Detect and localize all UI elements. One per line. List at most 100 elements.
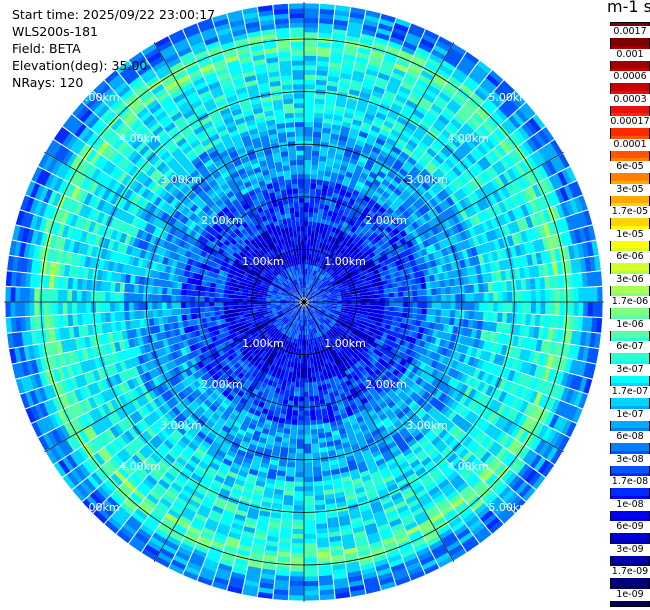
radar-ray [307, 102, 536, 299]
colorbar-tick-label: 3e-05 [610, 183, 650, 196]
colorbar-tick-label: 0.0003 [610, 93, 650, 106]
colorbar-tick-label: 0.001 [610, 48, 650, 61]
range-ring-label: 2.00km [365, 214, 407, 227]
radar-ray [128, 51, 302, 299]
radar-ray [227, 306, 303, 594]
radar-ray [306, 51, 480, 299]
radar-ray [308, 303, 583, 423]
range-ring-label: 4.00km [447, 132, 489, 145]
radar-ray [93, 80, 301, 299]
radar-ray [12, 303, 300, 379]
radar-ray [62, 114, 301, 300]
azimuth-line [303, 151, 564, 303]
colorbar-tick-label: 0.0006 [610, 71, 650, 83]
radar-ray [305, 29, 440, 298]
radar-ray [15, 303, 300, 394]
radar-ray [273, 3, 304, 298]
radar-ray [5, 286, 300, 302]
radar-ray [116, 305, 302, 544]
radar-ray [305, 306, 440, 575]
radar-ray [308, 304, 570, 451]
range-ring-label: 5.00km [488, 501, 530, 514]
range-ring-label: 2.00km [201, 378, 243, 391]
radar-ray [305, 306, 396, 591]
range-ring-label: 2.00km [201, 214, 243, 227]
field-text: Field: BETA [12, 41, 81, 56]
azimuth-line [153, 301, 305, 562]
radar-ray [305, 306, 381, 594]
radar-ray [308, 303, 596, 379]
radar-ray [38, 153, 300, 300]
colorbar-tick-label: 1.7e-09 [610, 566, 650, 578]
radar-ray [308, 195, 588, 301]
radar-ray [273, 306, 304, 601]
radar-ray [306, 305, 492, 544]
radar-ray [72, 305, 301, 502]
radar-ray [307, 114, 546, 300]
colorbar [610, 22, 650, 607]
radar-ray [20, 195, 300, 301]
radar-ray [304, 3, 320, 298]
range-ring-label: 3.00km [406, 419, 448, 432]
radar-ray [141, 43, 302, 298]
radar-ray [212, 13, 303, 298]
radar-ray [304, 3, 335, 298]
radar-ray [308, 304, 563, 465]
colorbar-tick-label: 6e-09 [610, 521, 650, 533]
colorbar-tick-label: 6e-05 [610, 161, 650, 173]
range-ring-label: 2.00km [365, 378, 407, 391]
radar-ray [305, 10, 381, 298]
radar-ray [5, 302, 300, 333]
radar-ray [308, 302, 603, 333]
radar-ray [308, 302, 601, 349]
radar-ray [307, 126, 555, 300]
radar-ray [308, 303, 577, 438]
colorbar-tick-label: 1.7e-08 [610, 476, 650, 488]
colorbar-tick-label: 6e-08 [610, 431, 650, 443]
instrument-name-text: WLS200s-181 [12, 24, 98, 39]
azimuth-line [44, 301, 305, 453]
colorbar-tick-label: 1.7e-07 [610, 386, 650, 398]
azimuth-line [303, 301, 564, 453]
range-ring-label: 5.00km [78, 501, 120, 514]
radar-ray [5, 271, 300, 302]
radar-ray [305, 306, 411, 586]
radar-ray [9, 240, 300, 302]
range-ring-label: 3.00km [160, 419, 202, 432]
colorbar-tick-label: 1e-06 [610, 318, 650, 331]
nrays-text: NRays: 120 [12, 75, 84, 90]
radar-ray [257, 5, 304, 298]
radar-ray [305, 13, 396, 298]
range-ring-label: 3.00km [160, 173, 202, 186]
radar-ray [304, 306, 351, 599]
elevation-text: Elevation(deg): 35.00 [12, 58, 148, 73]
radar-ray [308, 240, 599, 302]
radar-ray [306, 60, 492, 299]
colorbar-tick-label: 3e-07 [610, 363, 650, 376]
radar-ray [308, 286, 603, 302]
radar-ray [155, 306, 302, 568]
colorbar-tick-label: 3e-09 [610, 543, 650, 556]
radar-ray [307, 304, 555, 478]
colorbar-tick-label: 3e-06 [610, 273, 650, 286]
range-ring-label: 5.00km [488, 91, 530, 104]
start-time-text: Start time: 2025/09/22 23:00:17 [12, 7, 216, 22]
radar-ray [82, 91, 301, 299]
radar-ray [25, 181, 300, 301]
radar-ray [25, 303, 300, 423]
range-labels-layer: 1.00km 1.00km 1.00km 1.00km 2.00km 2.00km 2.00… [78, 91, 530, 514]
radar-ray [307, 305, 515, 524]
colorbar-tick-label: 0.00017 [610, 116, 650, 128]
radar-ray [308, 302, 599, 364]
radar-ray [9, 302, 300, 364]
range-ring-label: 5.00km [78, 91, 120, 104]
azimuth-line [303, 42, 455, 303]
radar-ray [53, 126, 301, 300]
radar-ray [141, 306, 302, 561]
colorbar-tick-label: 1.7e-06 [610, 296, 650, 308]
radar-ray [306, 305, 480, 553]
radar-ray [308, 255, 601, 302]
radar-ray [308, 303, 588, 409]
